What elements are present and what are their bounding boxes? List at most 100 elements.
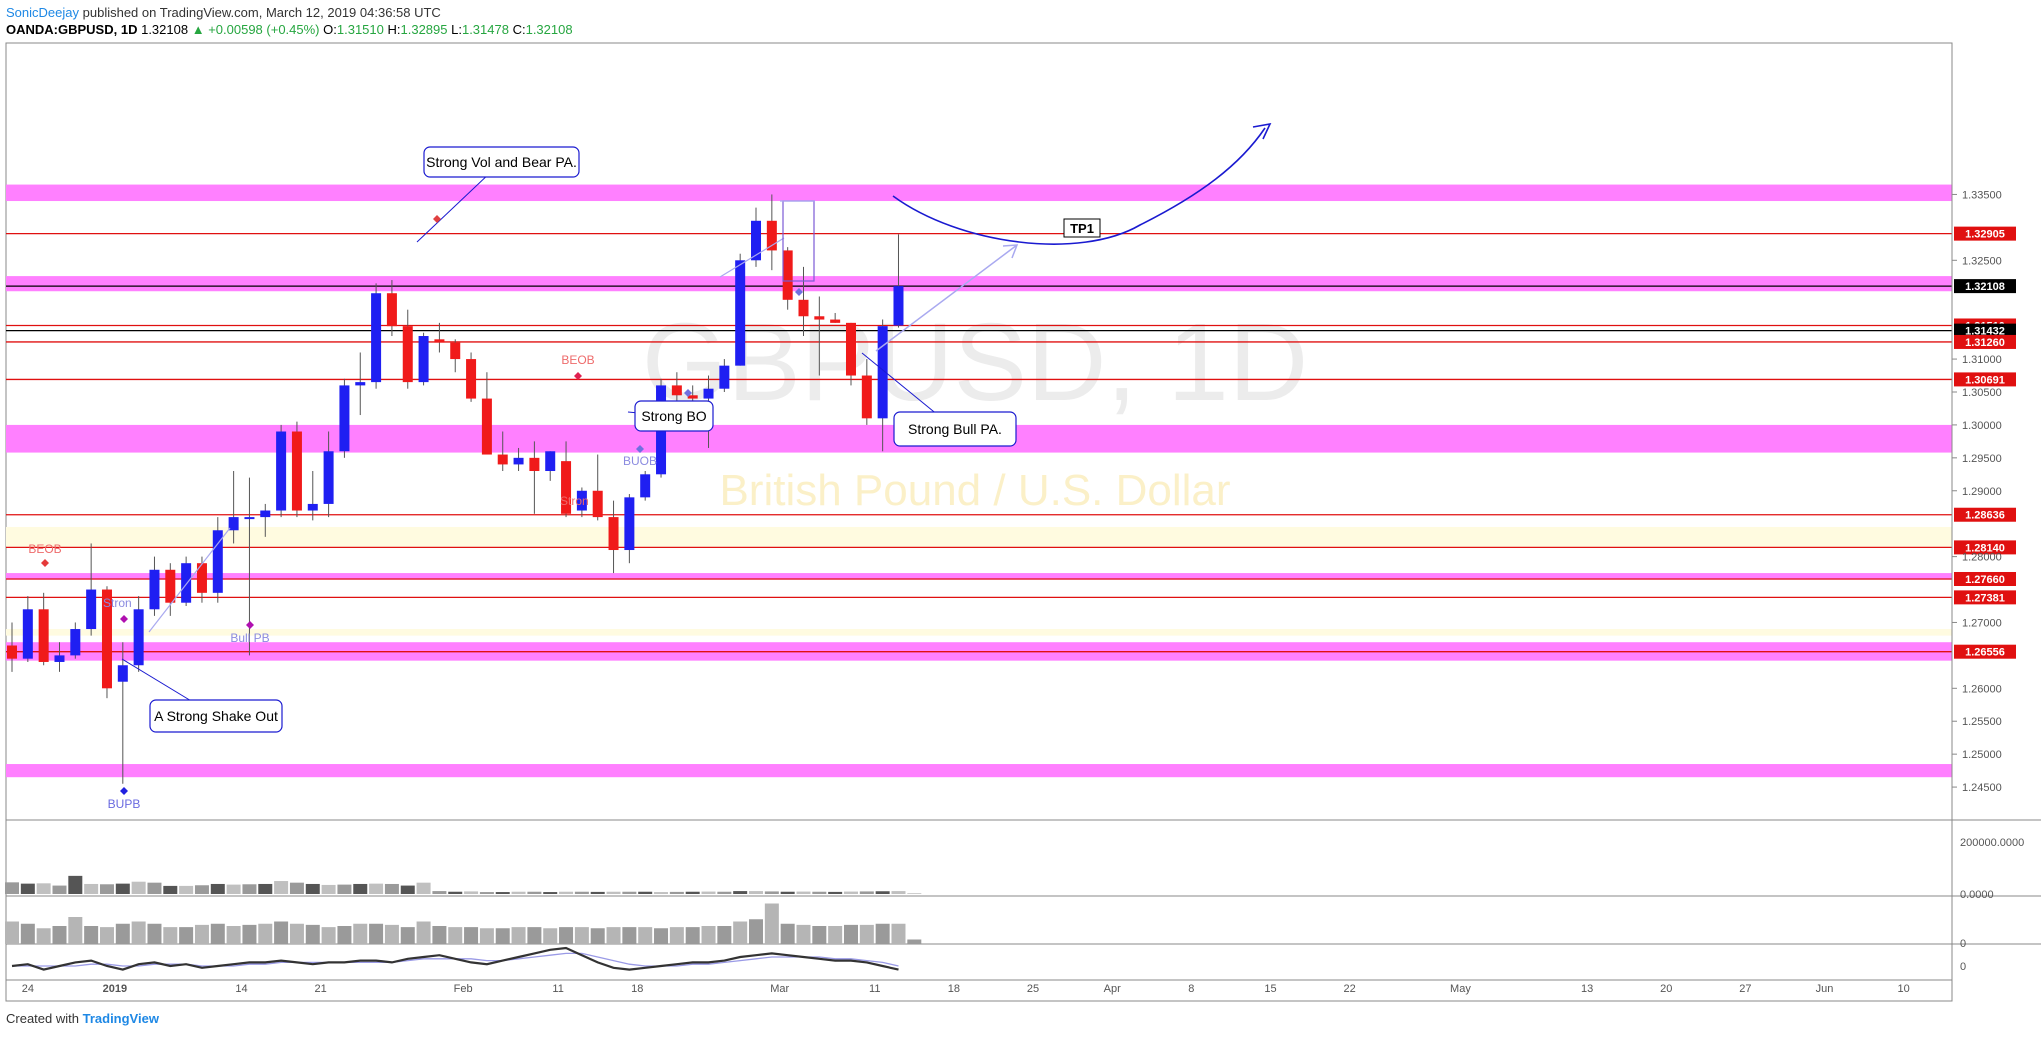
- candle-body: [402, 326, 413, 383]
- price-label: 1.28140: [1965, 542, 2005, 554]
- y-tick-label: 1.25000: [1962, 749, 2002, 761]
- candle-body: [751, 220, 762, 261]
- author-link[interactable]: SonicDeejay: [6, 5, 79, 20]
- price-label: 1.30691: [1965, 374, 2005, 386]
- high-value: 1.32895: [400, 22, 448, 37]
- low-value: 1.31478: [461, 22, 509, 37]
- marker-diamond: [684, 389, 692, 397]
- candle-body: [7, 645, 17, 659]
- price-label: 1.32108: [1965, 281, 2005, 293]
- price-label: 1.27381: [1965, 592, 2005, 604]
- volume-bar: [717, 891, 732, 894]
- volume-bar: [115, 883, 130, 894]
- candle-body: [86, 589, 97, 630]
- candle-body: [608, 517, 619, 551]
- close-label: C:: [512, 22, 526, 37]
- volume-bar: [400, 885, 415, 894]
- price-label-bg: [1954, 323, 2016, 338]
- indicator-bar: [511, 927, 526, 944]
- volume-bar: [321, 884, 336, 894]
- indicator-bar: [36, 928, 51, 944]
- indicator-bar: [432, 926, 447, 944]
- candle-body: [687, 395, 698, 399]
- volume-bar: [369, 883, 384, 894]
- volume-bar: [527, 891, 542, 894]
- callout-box: [634, 400, 714, 432]
- candle-body: [497, 454, 508, 465]
- candle-body: [561, 461, 572, 514]
- price-label-bg: [1954, 334, 2016, 349]
- buob-diamond: [636, 445, 644, 453]
- y-tick-label: 1.33500: [1962, 189, 2002, 201]
- marker-label: BEOB: [561, 353, 594, 367]
- x-tick-label: 13: [1581, 983, 1593, 995]
- open-label: O:: [323, 22, 337, 37]
- indicator-bar: [274, 921, 289, 944]
- marker-label: Stron: [103, 596, 132, 610]
- tp1-label: TP1: [1070, 221, 1094, 236]
- x-tick-label: Jun: [1816, 983, 1834, 995]
- indicator-bar: [337, 926, 352, 944]
- volume-bar: [305, 883, 320, 894]
- candle-body: [181, 563, 192, 603]
- candle-body: [576, 490, 587, 511]
- volume-bar: [479, 892, 494, 894]
- marker-label: BUPB: [108, 797, 141, 811]
- candle-body: [54, 655, 65, 662]
- indicator-bar: [384, 924, 399, 944]
- chart-header: SonicDeejay published on TradingView.com…: [6, 4, 573, 38]
- price-label-bg: [1954, 372, 2016, 387]
- candle-body: [766, 220, 777, 251]
- high-label: H:: [387, 22, 401, 37]
- indicator-bar: [416, 921, 431, 944]
- indicator-bar: [764, 903, 779, 944]
- indicator-bar: [179, 927, 194, 944]
- projection-arrowhead: [1252, 122, 1272, 140]
- indicator-bar: [258, 923, 273, 944]
- price-chart[interactable]: GBPUSD, 1D British Pound / U.S. Dollar 1…: [0, 0, 2041, 1005]
- x-tick-label: 2019: [103, 983, 127, 995]
- y-tick-label: 1.27000: [1962, 617, 2002, 629]
- indicator-bar: [891, 923, 906, 944]
- watermark-name: British Pound / U.S. Dollar: [719, 466, 1230, 515]
- candle-body: [466, 359, 477, 399]
- callout-text: Strong Bull PA.: [908, 421, 1002, 437]
- volume-bar: [606, 891, 621, 894]
- volume-bar: [859, 891, 874, 894]
- x-tick-label: 14: [235, 983, 247, 995]
- zone-band: [6, 629, 1952, 636]
- volume-bar: [590, 891, 605, 894]
- candle-body: [133, 609, 144, 666]
- indicator-bar: [5, 921, 19, 944]
- candle-body: [845, 322, 856, 376]
- indicator-bar: [226, 926, 241, 944]
- volume-bar: [274, 881, 289, 894]
- candle-body: [545, 451, 556, 472]
- marker-diamond: [795, 288, 803, 296]
- marker-diamond: [433, 215, 441, 223]
- volume-bar: [242, 884, 257, 894]
- y-tick-label: 1.29500: [1962, 453, 2002, 465]
- volume-bar: [20, 883, 35, 894]
- tradingview-logo[interactable]: TradingView: [82, 1011, 159, 1026]
- candle-body: [830, 319, 841, 323]
- zone-band: [6, 764, 1952, 778]
- volume-bar: [559, 891, 574, 894]
- indicator-bar: [669, 927, 684, 944]
- y-tick-label: 1.30000: [1962, 420, 2002, 432]
- candle-body: [861, 375, 872, 419]
- candle-body: [418, 336, 429, 383]
- indicator-bar: [859, 924, 874, 944]
- marker-label: BUOB: [623, 454, 657, 468]
- price-label-bg: [1954, 226, 2016, 241]
- volume-bar: [669, 891, 684, 894]
- volume-bar: [226, 884, 241, 894]
- indicator-bar: [495, 928, 510, 944]
- price-label-bg: [1954, 279, 2016, 294]
- volume-bar: [448, 891, 463, 894]
- volume-bar: [432, 891, 447, 894]
- volume-bar: [68, 875, 83, 894]
- candle-body: [703, 388, 714, 399]
- x-tick-label: 20: [1660, 983, 1672, 995]
- indicator-bar: [796, 924, 811, 944]
